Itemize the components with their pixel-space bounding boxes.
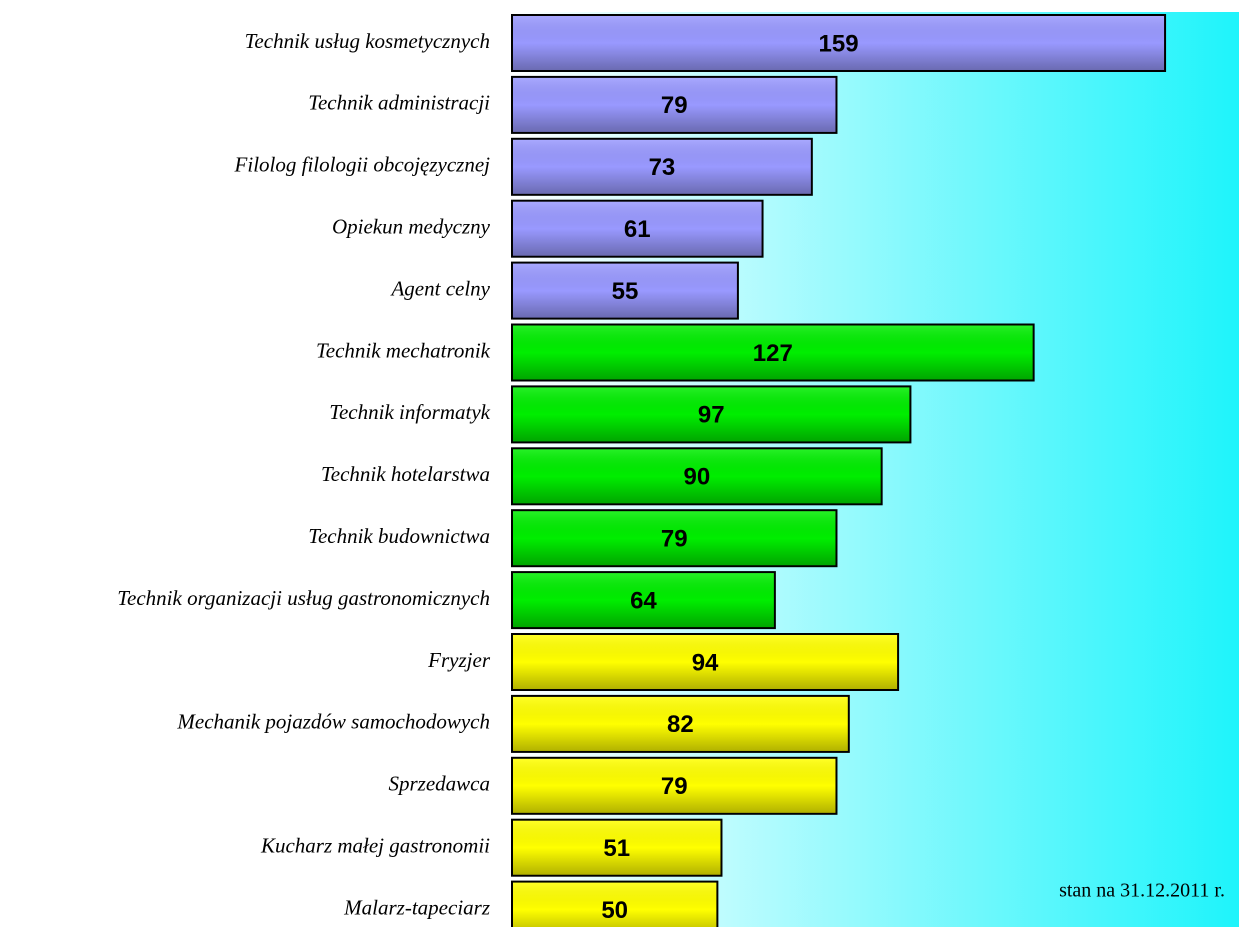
value-label: 51: [603, 835, 630, 862]
value-label: 94: [692, 649, 719, 676]
category-label: Technik budownictwa: [308, 524, 490, 548]
value-label: 159: [819, 30, 859, 57]
bar-shade: [513, 758, 836, 813]
bar-shade: [513, 882, 717, 927]
bar-shade: [513, 511, 836, 566]
bar-shade: [513, 139, 811, 194]
bar-shade: [513, 387, 910, 442]
bar-shade: [513, 77, 836, 132]
value-label: 50: [601, 897, 628, 924]
category-label: Opiekun medyczny: [332, 215, 491, 239]
value-label: 73: [649, 154, 676, 181]
category-label: Technik organizacji usług gastronomiczny…: [117, 586, 490, 610]
value-label: 64: [630, 587, 657, 614]
value-label: 82: [667, 711, 694, 738]
category-label: Sprzedawca: [389, 772, 491, 796]
bar-shade: [513, 16, 1165, 70]
value-label: 79: [661, 526, 688, 553]
category-label: Malarz-tapeciarz: [343, 895, 490, 919]
bar-shade: [513, 573, 774, 628]
category-label: Agent celny: [389, 276, 490, 300]
bar-shade: [513, 449, 881, 504]
category-label: Technik informatyk: [329, 400, 490, 424]
value-label: 97: [698, 402, 725, 429]
bar-shade: [513, 696, 848, 751]
bar-shade: [513, 201, 762, 256]
category-label: Technik usług kosmetycznych: [245, 29, 490, 53]
bar-shade: [513, 635, 898, 689]
value-label: 127: [753, 340, 793, 367]
value-label: 55: [612, 278, 639, 305]
category-label: Mechanik pojazdów samochodowych: [176, 710, 490, 734]
category-label: Fryzjer: [427, 648, 491, 672]
value-label: 79: [661, 92, 688, 119]
bar-shade: [513, 263, 737, 318]
category-label: Filolog filologii obcojęzycznej: [234, 153, 491, 177]
bar-shade: [513, 325, 1033, 380]
category-label: Technik hotelarstwa: [321, 462, 490, 486]
value-label: 90: [683, 464, 710, 491]
annotation: stan na 31.12.2011 r.: [1059, 880, 1225, 902]
category-label: Technik mechatronik: [316, 338, 491, 362]
category-label: Technik administracji: [308, 91, 490, 115]
bar-shade: [513, 820, 721, 875]
category-label: Kucharz małej gastronomii: [260, 834, 490, 858]
value-label: 61: [624, 216, 651, 243]
value-label: 79: [661, 773, 688, 800]
